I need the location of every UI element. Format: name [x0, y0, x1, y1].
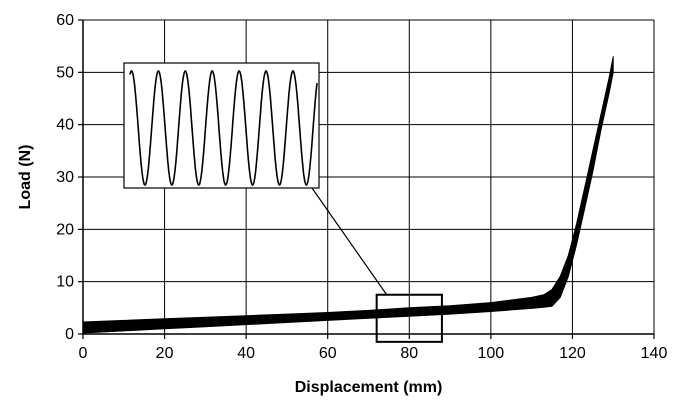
y-tick-label: 30: [56, 169, 74, 186]
x-tick-label: 60: [319, 345, 337, 362]
y-tick-label: 10: [56, 274, 74, 291]
x-tick-label: 80: [400, 345, 418, 362]
inset-connector: [311, 187, 388, 296]
y-tick-label: 60: [56, 12, 74, 29]
y-axis-title: Load (N): [17, 145, 34, 210]
inset-cycle-trace: [129, 69, 318, 187]
x-tick-label: 0: [79, 345, 88, 362]
x-axis-title: Displacement (mm): [295, 379, 443, 396]
y-tick-label: 40: [56, 117, 74, 134]
x-tick-label: 100: [478, 345, 505, 362]
load-cycle-band: [82, 56, 614, 334]
x-tick-label: 20: [156, 345, 174, 362]
y-tick-label: 20: [56, 221, 74, 238]
zoom-box: [375, 293, 443, 343]
x-tick-label: 40: [237, 345, 255, 362]
x-tick-label: 140: [641, 345, 668, 362]
y-tick-label: 50: [56, 64, 74, 81]
x-tick-label: 120: [559, 345, 586, 362]
y-tick-label: 0: [65, 326, 74, 343]
